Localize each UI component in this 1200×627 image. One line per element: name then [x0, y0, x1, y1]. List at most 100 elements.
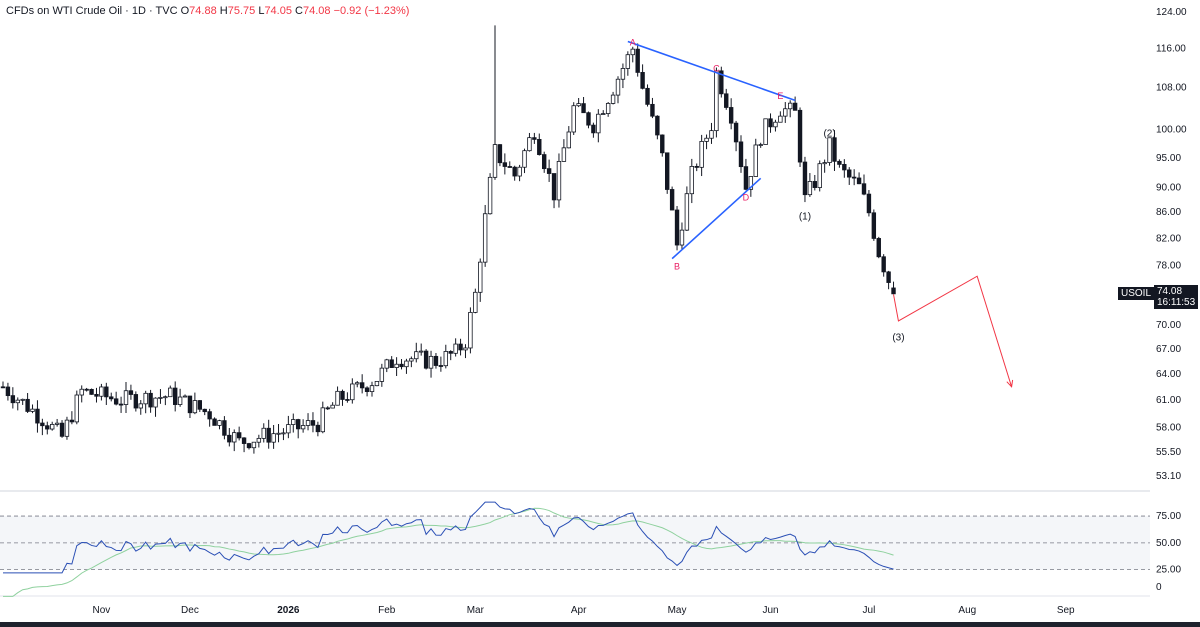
- low-value: 74.05: [264, 5, 292, 17]
- candle-down: [266, 427, 271, 443]
- candle-up: [758, 144, 763, 146]
- candle-up: [556, 161, 562, 201]
- candle-up: [64, 419, 70, 437]
- wave-label: (2): [823, 128, 835, 139]
- x-tick-label: Dec: [181, 605, 199, 616]
- candle-up: [478, 261, 483, 293]
- y-tick-label: 90.00: [1156, 182, 1181, 193]
- close-label: C: [295, 5, 303, 17]
- rsi-ma-line: [3, 507, 894, 597]
- candle-up: [276, 432, 281, 435]
- candle-up: [15, 399, 20, 404]
- rsi-tick-label: 50.00: [1156, 538, 1181, 549]
- rsi-tick-label: 75.00: [1156, 511, 1181, 522]
- candle-down: [812, 181, 817, 188]
- candle-down: [109, 396, 114, 400]
- x-tick-label: Jul: [863, 605, 876, 616]
- candle-down: [674, 209, 680, 246]
- candle-down: [591, 124, 596, 134]
- candle-up: [177, 396, 183, 405]
- open-value: 74.88: [189, 5, 217, 17]
- candle-down: [546, 168, 552, 174]
- wave-label: B: [674, 262, 680, 272]
- candle-down: [5, 386, 11, 397]
- open-label: O: [180, 5, 190, 17]
- candle-down: [507, 166, 512, 168]
- wave-label: E: [777, 91, 783, 101]
- y-tick-label: 58.00: [1156, 423, 1181, 434]
- candle-up: [261, 427, 266, 439]
- candle-up: [443, 351, 448, 367]
- candle-down: [694, 166, 699, 168]
- candle-down: [315, 424, 321, 433]
- y-tick-label: 55.50: [1156, 447, 1181, 458]
- candle-down: [650, 103, 655, 117]
- candle-down: [719, 70, 724, 95]
- candle-up: [522, 150, 527, 168]
- candle-up: [763, 118, 768, 145]
- candle-up: [379, 367, 385, 382]
- candle-down: [172, 387, 178, 405]
- candle-down: [458, 343, 463, 351]
- y-tick-label: 64.00: [1156, 369, 1181, 380]
- low-label: L: [258, 5, 265, 17]
- candle-up: [576, 103, 581, 107]
- candle-down: [148, 392, 153, 408]
- candle-down: [542, 154, 547, 170]
- candle-down: [104, 386, 109, 398]
- candle-down: [532, 137, 537, 140]
- candle-down: [871, 212, 877, 239]
- candle-up: [689, 166, 694, 195]
- candle-down: [438, 365, 444, 367]
- candle-down: [733, 122, 739, 143]
- x-tick-label: Aug: [958, 605, 976, 616]
- candle-down: [768, 118, 773, 128]
- candle-up: [143, 392, 148, 405]
- candle-down: [241, 437, 247, 444]
- candle-up: [404, 360, 409, 368]
- triangle-trendline: [671, 177, 762, 260]
- candle-up: [468, 312, 473, 349]
- candle-down: [856, 177, 862, 185]
- candle-up: [192, 400, 198, 414]
- rsi-tick-label: 25.00: [1156, 565, 1181, 576]
- candle-up: [30, 408, 35, 412]
- candle-up: [350, 383, 355, 401]
- y-tick-label: 124.00: [1156, 7, 1187, 18]
- candle-down: [551, 173, 557, 201]
- y-tick-label: 95.00: [1156, 153, 1181, 164]
- candle-down: [295, 419, 301, 430]
- candle-up: [79, 388, 84, 396]
- candle-down: [40, 422, 45, 427]
- candle-up: [487, 176, 493, 215]
- candle-down: [364, 387, 370, 393]
- candle-down: [197, 400, 202, 410]
- candles-group: [0, 25, 896, 454]
- candle-up: [625, 54, 631, 69]
- x-tick-label: Sep: [1057, 605, 1075, 616]
- candle-down: [433, 355, 439, 366]
- candle-up: [699, 141, 704, 168]
- bar-countdown: 16:11:53: [1157, 297, 1196, 308]
- candle-up: [709, 130, 714, 139]
- candle-down: [118, 403, 124, 406]
- candle-down: [59, 422, 65, 437]
- candle-down: [832, 137, 837, 162]
- candle-down: [389, 359, 394, 368]
- candle-down: [359, 382, 365, 389]
- candle-up: [704, 137, 709, 142]
- candle-down: [227, 434, 232, 443]
- candle-up: [300, 425, 306, 430]
- candle-down: [45, 425, 50, 430]
- candle-up: [99, 386, 104, 397]
- high-value: 75.75: [227, 5, 256, 17]
- candle-up: [286, 424, 291, 434]
- high-label: H: [219, 5, 228, 17]
- candle-down: [310, 420, 316, 426]
- candle-down: [448, 351, 453, 354]
- x-tick-label: Apr: [571, 605, 587, 616]
- wave-label: C: [713, 64, 720, 74]
- candle-up: [561, 147, 567, 162]
- candle-up: [714, 70, 719, 132]
